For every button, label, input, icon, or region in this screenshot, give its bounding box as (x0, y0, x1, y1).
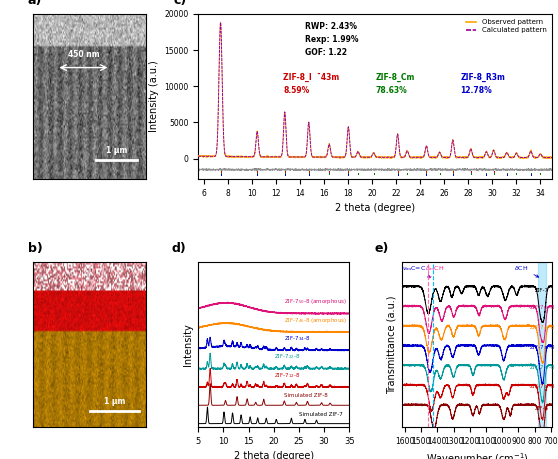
Text: ZIF-7$_{22}$-8: ZIF-7$_{22}$-8 (529, 363, 555, 372)
Text: $\delta_{as}$CH: $\delta_{as}$CH (425, 264, 445, 278)
Text: ZIF-8_I  ¯43m: ZIF-8_I ¯43m (283, 73, 340, 83)
Text: d): d) (171, 242, 186, 255)
Bar (538, 262, 546, 427)
Text: 12.78%: 12.78% (460, 86, 492, 95)
Text: ZIF-7$_{46}$-8: ZIF-7$_{46}$-8 (529, 323, 555, 332)
Y-axis label: Intensity: Intensity (183, 323, 193, 366)
Text: 1 μm: 1 μm (106, 146, 127, 155)
Text: ZIF-7: ZIF-7 (535, 288, 549, 293)
Text: ZIF-7$_{12}$-8: ZIF-7$_{12}$-8 (274, 371, 300, 380)
Text: e): e) (374, 242, 389, 255)
Text: 8.59%: 8.59% (283, 86, 310, 95)
Text: 1 μm: 1 μm (104, 397, 125, 406)
Text: ZIF-7$_{34}$-8: ZIF-7$_{34}$-8 (529, 343, 555, 352)
Text: $\delta$CH: $\delta$CH (514, 264, 538, 277)
Text: ZIF-7$_{50}$-8 (amorphous): ZIF-7$_{50}$-8 (amorphous) (284, 297, 347, 306)
Text: b): b) (28, 242, 42, 255)
X-axis label: Wavenumber (cm$^{-1}$): Wavenumber (cm$^{-1}$) (426, 451, 528, 459)
Y-axis label: Transmittance (a.u.): Transmittance (a.u.) (386, 295, 396, 393)
Text: a): a) (28, 0, 42, 7)
X-axis label: 2 theta (degree): 2 theta (degree) (335, 203, 416, 213)
Legend: Observed pattern, Calculated pattern: Observed pattern, Calculated pattern (464, 17, 549, 35)
Text: ZIF-8_R3m: ZIF-8_R3m (460, 73, 505, 83)
Text: c): c) (174, 0, 187, 7)
Text: ZIF-7$_{34}$-8: ZIF-7$_{34}$-8 (284, 334, 310, 343)
Text: Rexp: 1.99%: Rexp: 1.99% (305, 35, 358, 44)
Text: Simulated ZIF-7: Simulated ZIF-7 (299, 412, 343, 416)
Text: ZIF-7$_{22}$-8: ZIF-7$_{22}$-8 (274, 353, 300, 361)
Text: ZIF-8: ZIF-8 (535, 406, 549, 411)
Text: ZIF-8_Cm: ZIF-8_Cm (376, 73, 415, 83)
Text: ZIF-7$_{12}$-8: ZIF-7$_{12}$-8 (529, 382, 555, 392)
Text: 78.63%: 78.63% (376, 86, 407, 95)
Text: 450 nm: 450 nm (68, 50, 99, 59)
Text: ZIF-7$_{46}$-8 (amorphous): ZIF-7$_{46}$-8 (amorphous) (284, 316, 347, 325)
X-axis label: 2 theta (degree): 2 theta (degree) (234, 451, 314, 459)
Text: $\nu_{as}$C=C: $\nu_{as}$C=C (402, 264, 430, 277)
Y-axis label: Intensity (a.u.): Intensity (a.u.) (149, 61, 159, 132)
Text: RWP: 2.43%: RWP: 2.43% (305, 22, 357, 31)
Text: GOF: 1.22: GOF: 1.22 (305, 49, 347, 57)
Text: Simulated ZIF-8: Simulated ZIF-8 (284, 393, 328, 398)
Text: ZIF-7$_{50}$-8: ZIF-7$_{50}$-8 (529, 303, 555, 313)
